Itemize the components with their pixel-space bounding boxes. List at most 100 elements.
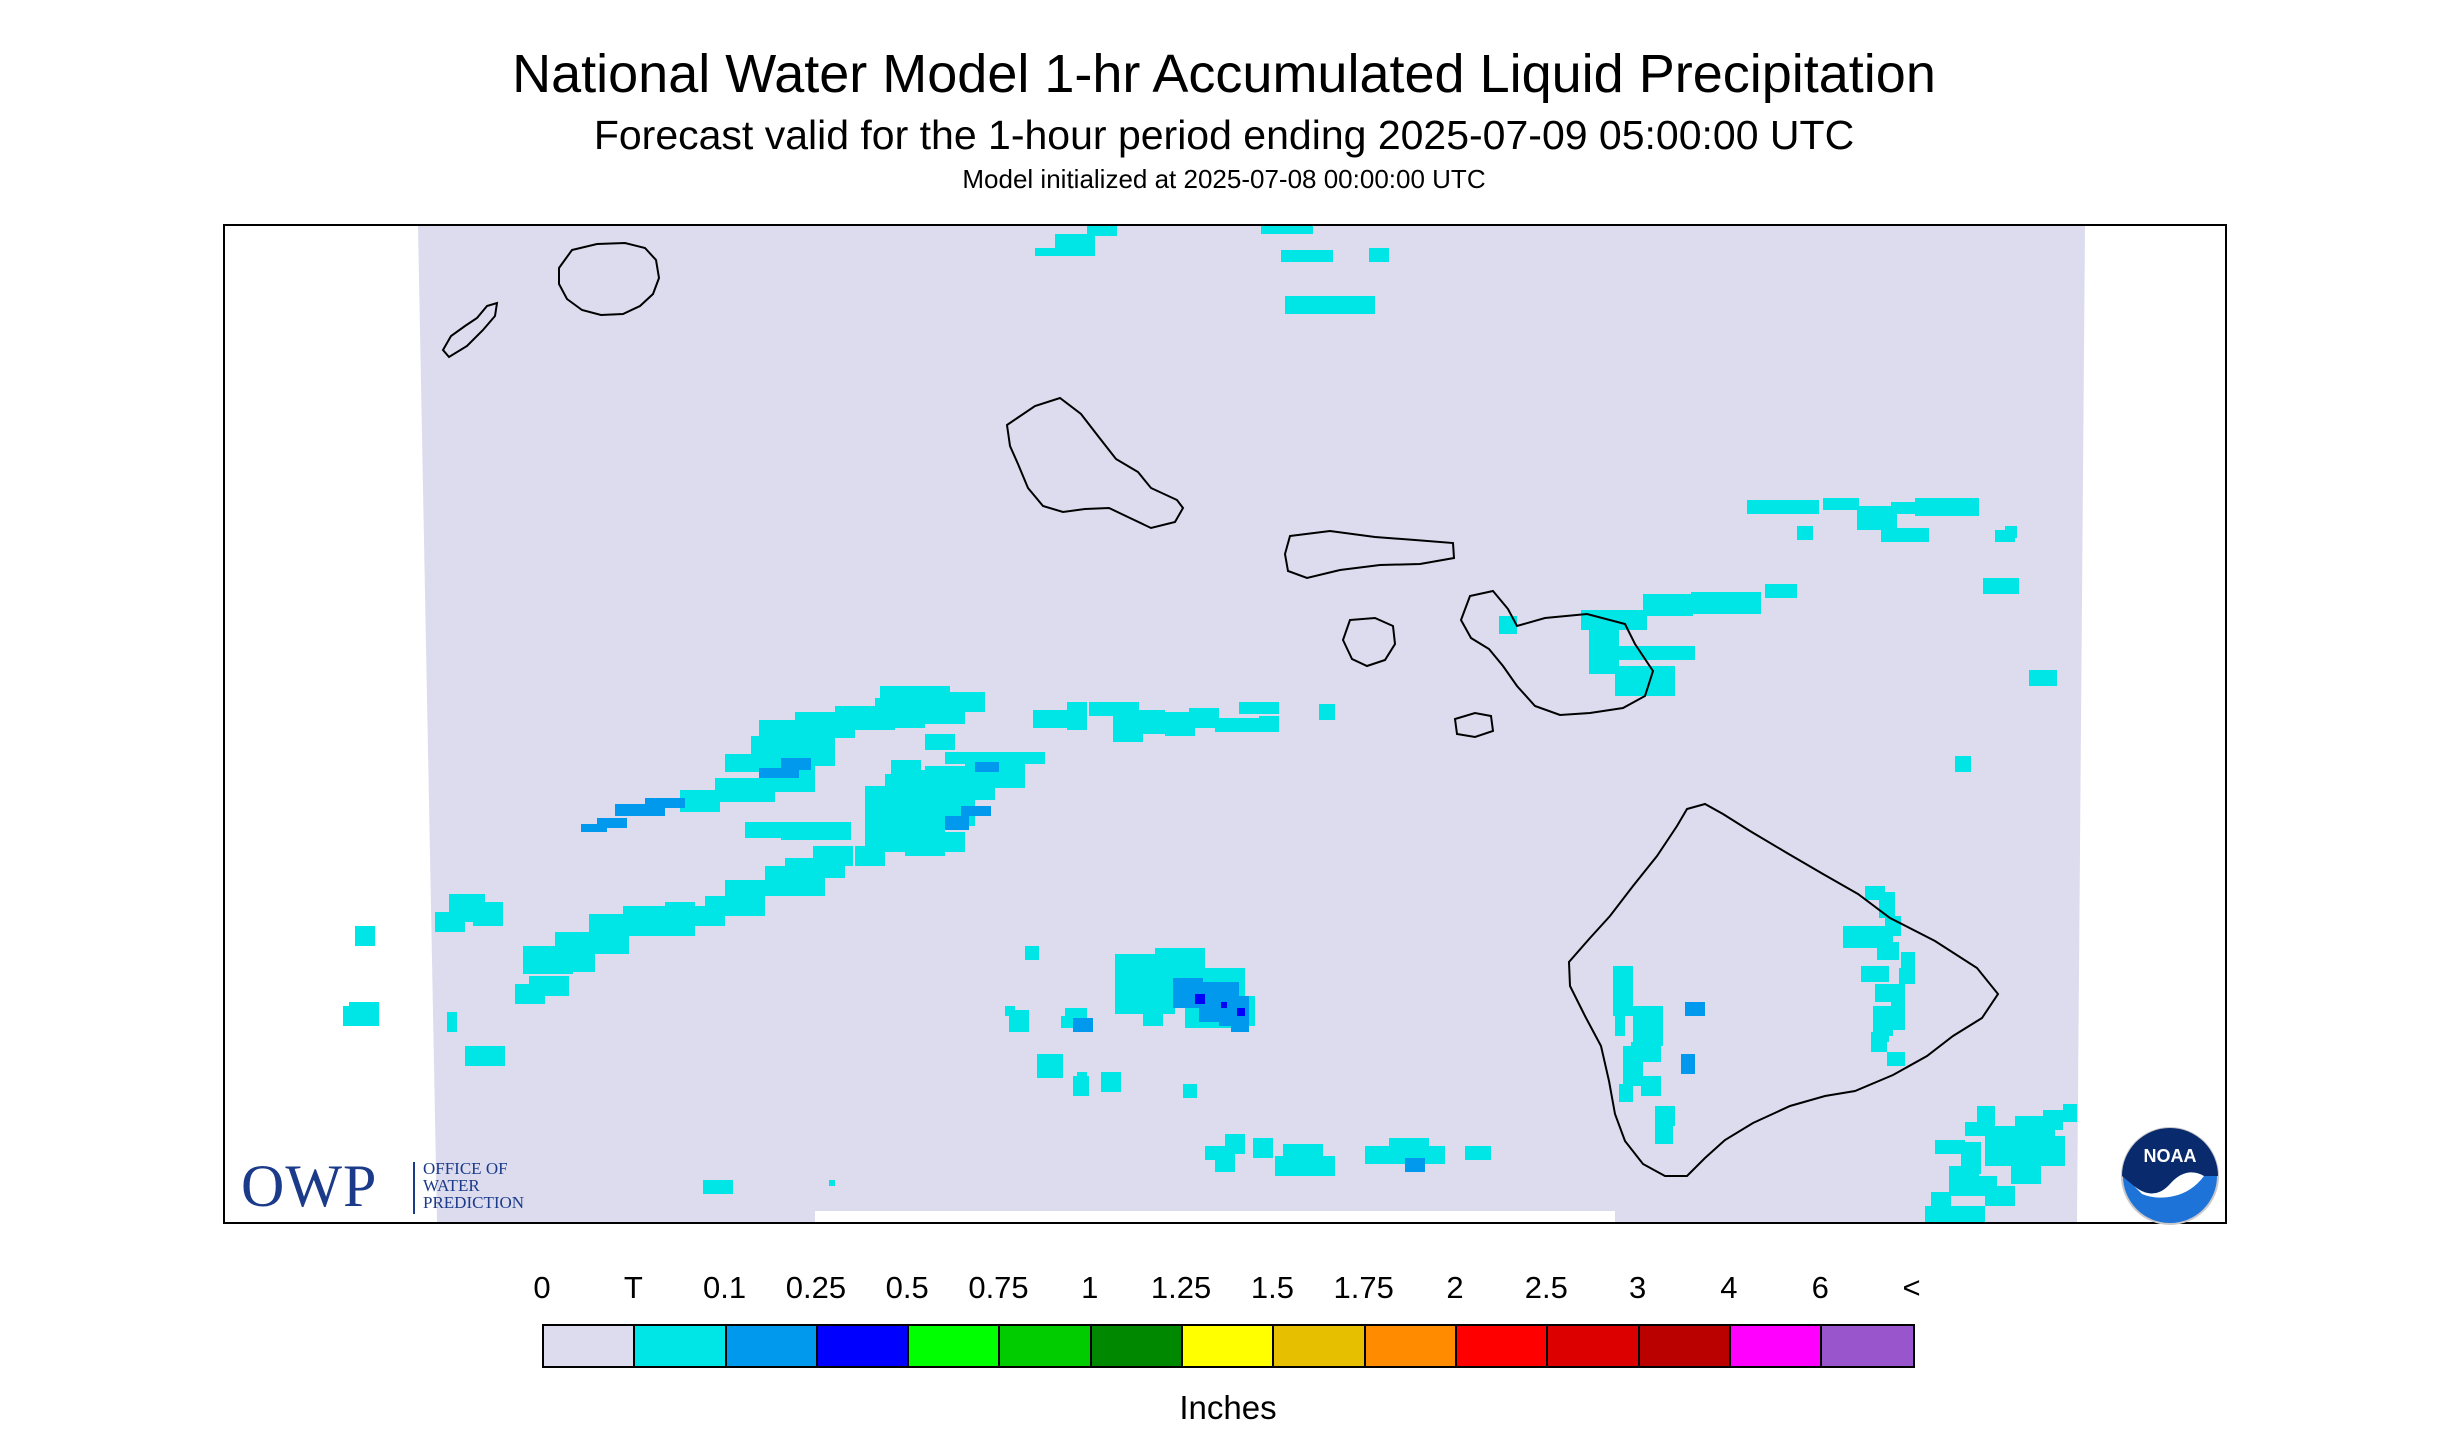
precip-cell-trace	[1619, 1084, 1633, 1102]
precip-cell-trace	[725, 880, 765, 900]
precip-cell-trace	[1035, 248, 1069, 256]
maui-island	[1459, 589, 1655, 717]
legend-color-0	[544, 1326, 636, 1366]
legend-label: 1.5	[1250, 1270, 1294, 1305]
legend-label: 2	[1446, 1270, 1464, 1305]
precip-cell-trace	[1891, 1000, 1905, 1030]
precipitation-map[interactable]	[225, 226, 2225, 1222]
legend-color-14	[1822, 1326, 1914, 1366]
precip-cell-trace	[1901, 952, 1915, 968]
precip-cell-trace	[1005, 1006, 1015, 1016]
precip-cell-trace	[2005, 526, 2017, 538]
precip-cell-trace	[1891, 502, 1915, 514]
chart-title: National Water Model 1-hr Accumulated Li…	[512, 44, 1936, 104]
precip-cell-light	[961, 806, 991, 816]
precip-cell-trace	[1983, 578, 2019, 594]
precip-cell-trace	[1061, 1016, 1071, 1028]
legend-color-13	[1730, 1326, 1823, 1366]
precip-cell-trace	[1931, 1192, 1951, 1206]
legend-label: 0	[533, 1270, 551, 1305]
precip-cell-trace	[1033, 710, 1069, 728]
legend-color-7	[1183, 1326, 1275, 1366]
precip-cell-light	[597, 818, 627, 828]
precip-cell-trace	[1655, 1126, 1673, 1144]
legend-color-6	[1091, 1326, 1184, 1366]
precip-cell-trace	[589, 914, 629, 954]
precip-cell-trace	[1175, 956, 1195, 976]
precip-cell-trace	[1145, 976, 1165, 996]
precip-cell-trace	[1823, 498, 1859, 510]
precip-cell-light	[759, 768, 799, 778]
precip-cell-trace	[1087, 226, 1117, 236]
legend-color-4	[909, 1326, 1001, 1366]
hawaii-island	[1567, 802, 2000, 1177]
precip-cell-trace	[1935, 1140, 1965, 1154]
precip-cell-trace	[1633, 1006, 1663, 1046]
precip-cell-trace	[355, 926, 375, 946]
precip-cell-trace	[1025, 946, 1039, 960]
legend-color-12	[1639, 1326, 1731, 1366]
precip-cell-trace	[1389, 1138, 1429, 1152]
precip-cell-trace	[1641, 1076, 1661, 1096]
precip-cell-trace	[1643, 594, 1693, 616]
legend-unit: Inches	[1179, 1389, 1277, 1426]
precip-cell-trace	[1899, 968, 1915, 984]
precip-cell-trace	[885, 774, 925, 834]
precip-cell-trace	[1861, 966, 1889, 982]
precip-cell-trace	[880, 686, 950, 706]
legend-label: 0.75	[968, 1270, 1029, 1305]
precip-cell-trace	[1985, 1186, 2015, 1206]
precip-cell-trace	[515, 984, 545, 1004]
noaa-logo: NOAA	[2121, 1127, 2219, 1225]
precip-cell-heavy	[1237, 1008, 1245, 1016]
precip-cell-trace	[1691, 592, 1761, 614]
legend-color-2	[726, 1326, 818, 1366]
chart-subtitle: Forecast valid for the 1-hour period end…	[593, 112, 1855, 158]
owp-logo-line-3: PREDICTION	[423, 1193, 525, 1212]
precip-cell-trace	[865, 832, 965, 852]
precip-cell-light	[945, 816, 969, 830]
precip-cell-trace	[1881, 528, 1929, 542]
precip-cell-trace	[829, 1180, 835, 1186]
legend-label: <	[1902, 1270, 1921, 1305]
legend-color-8	[1274, 1326, 1366, 1366]
precip-cell-trace	[1925, 1206, 1985, 1222]
owp-logo-divider	[413, 1162, 415, 1214]
precip-cell-light	[581, 824, 607, 832]
legend-label: 3	[1628, 1270, 1647, 1305]
color-legend: 0 T 0.1 0.25 0.5 0.75 1 1.25 1.5 1.75 2 2.5 3 4 6 < Inc…	[533, 1270, 1920, 1426]
lanai-island	[1341, 616, 1397, 668]
kahoolawe-island	[1453, 711, 1495, 739]
precip-cell-trace	[1215, 1156, 1235, 1172]
precip-cell-trace	[1623, 1046, 1643, 1086]
precip-cell-trace	[2029, 670, 2057, 686]
precip-cell-trace	[1887, 1052, 1905, 1066]
precip-cell-trace	[925, 734, 955, 750]
owp-logo-text: OFFICE OF WATER PREDICTION	[423, 1160, 524, 1211]
precip-cell-trace	[1261, 226, 1313, 234]
molokai-island	[1283, 529, 1456, 580]
legend-colorbar	[542, 1324, 1916, 1368]
precip-cell-trace	[1253, 1138, 1273, 1158]
precip-cell-light	[645, 798, 685, 808]
precip-cell-trace	[1259, 716, 1279, 732]
legend-color-11	[1548, 1326, 1640, 1366]
oahu-island	[1005, 396, 1185, 530]
precip-cell-trace	[1281, 250, 1333, 262]
map-panel[interactable]: OWP OFFICE OF WATER PREDICTION NOAA	[223, 224, 2227, 1225]
precip-cell-trace	[1499, 616, 1517, 634]
noaa-logo-text: NOAA	[2144, 1146, 2197, 1166]
legend-color-5	[1000, 1326, 1092, 1366]
precip-cell-trace	[1143, 1006, 1163, 1026]
precip-cell-trace	[1089, 702, 1139, 716]
precip-cell-trace	[473, 902, 503, 926]
precip-cell-trace	[1915, 498, 1979, 516]
owp-logo-letters: OWP	[241, 1153, 378, 1219]
precip-cell-trace	[447, 1012, 457, 1032]
precip-cell-trace	[1189, 708, 1219, 728]
owp-logo-line-1: OFFICE OF	[423, 1159, 508, 1178]
precip-cell-trace	[1605, 646, 1695, 660]
precip-cell-trace	[865, 786, 885, 836]
island-outlines	[441, 241, 2000, 1177]
owp-logo-line-2: WATER	[423, 1176, 480, 1195]
